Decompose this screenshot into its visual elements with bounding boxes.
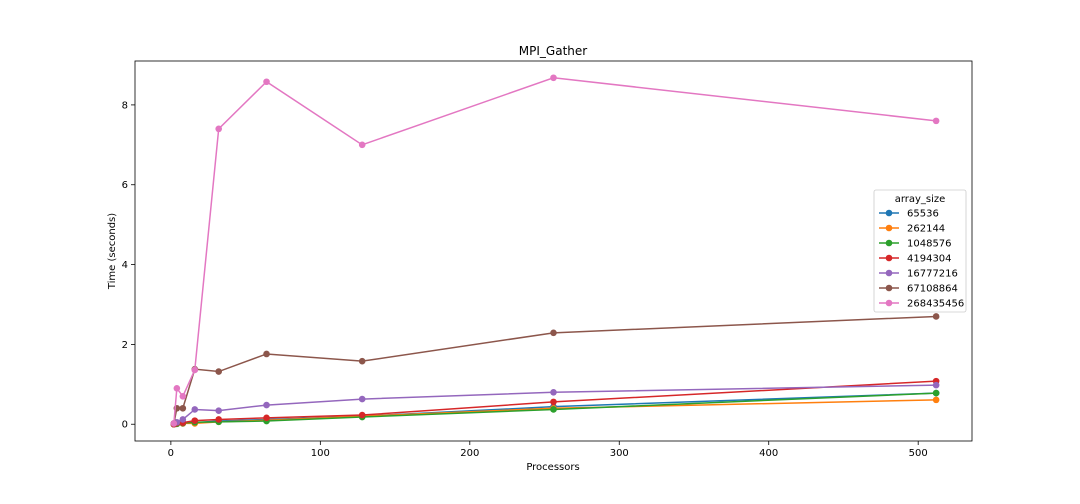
legend-item[interactable]: 268435456 [879,299,964,310]
legend-title: array_size [895,194,946,205]
data-point [191,406,199,413]
data-point [932,381,940,389]
series-1048576 [170,389,940,428]
y-tick-label: 0 [122,420,128,431]
data-point [932,389,940,397]
legend-label: 268435456 [907,299,964,310]
data-point [191,366,199,374]
data-point [263,401,270,409]
legend-label: 4194304 [907,254,952,265]
data-point [550,329,557,337]
legend-label: 16777216 [907,269,958,280]
data-point [191,417,199,424]
data-point [358,411,366,419]
legend-label: 262144 [907,224,945,235]
legend-label: 65536 [907,209,939,220]
legend-item[interactable]: 65536 [879,209,939,220]
y-tick-label: 2 [122,340,128,351]
legend-label: 1048576 [907,239,952,250]
legend-box [873,189,967,313]
legend-items: 65536 262144 1048576 4194304 16777216 6710886… [879,209,964,310]
data-point [263,414,270,422]
data-point [263,350,270,358]
data-point [550,398,557,406]
data-point [358,141,366,149]
x-tick-label: 400 [759,448,778,459]
x-tick-label: 300 [610,448,629,459]
y-axis: 0 2 4 6 8 [122,100,135,431]
legend-swatch-marker [885,224,893,232]
data-point [358,395,366,403]
chart-title: MPI_Gather [519,44,587,58]
data-point [173,385,181,392]
data-point [932,313,940,320]
x-tick-label: 200 [460,448,479,459]
legend-item[interactable]: 4194304 [879,254,952,265]
data-point [358,357,366,365]
legend-swatch-marker [885,239,893,247]
series-line [173,77,937,424]
data-point [179,404,187,412]
legend-swatch-marker [885,269,893,277]
plot-area [134,60,973,442]
data-point [215,407,222,414]
legend-item[interactable]: 16777216 [879,269,958,280]
legend-label: 67108864 [907,284,958,295]
y-tick-label: 4 [122,260,128,271]
legend-swatch-marker [885,209,893,217]
data-point [550,74,557,82]
y-axis-label: Time (seconds) [107,213,118,290]
data-point [179,416,187,423]
x-tick-label: 500 [909,448,928,459]
data-point [215,368,222,375]
series-layer [170,74,940,428]
legend-item[interactable]: 67108864 [879,284,958,295]
data-point [932,117,940,125]
legend-item[interactable]: 262144 [879,224,945,235]
data-point [263,78,270,86]
data-point [179,392,187,400]
legend-swatch-marker [885,299,893,307]
y-tick-label: 8 [122,100,128,111]
data-point [932,396,940,404]
x-tick-label: 0 [168,448,174,459]
legend[interactable]: array_size 65536 262144 1048576 4194304 1677… [873,189,967,313]
x-axis: 0 100 200 300 400 500 [168,441,928,459]
y-tick-label: 6 [122,180,128,191]
series-268435456 [170,74,940,427]
data-point [550,406,557,413]
legend-swatch-marker [885,254,893,262]
x-axis-label: Processors [526,462,579,473]
data-point [215,125,222,133]
legend-item[interactable]: 1048576 [879,239,952,250]
legend-swatch-marker [885,284,893,292]
data-point [215,416,222,423]
data-point [170,420,178,427]
data-point [550,389,557,396]
x-tick-label: 100 [311,448,330,459]
